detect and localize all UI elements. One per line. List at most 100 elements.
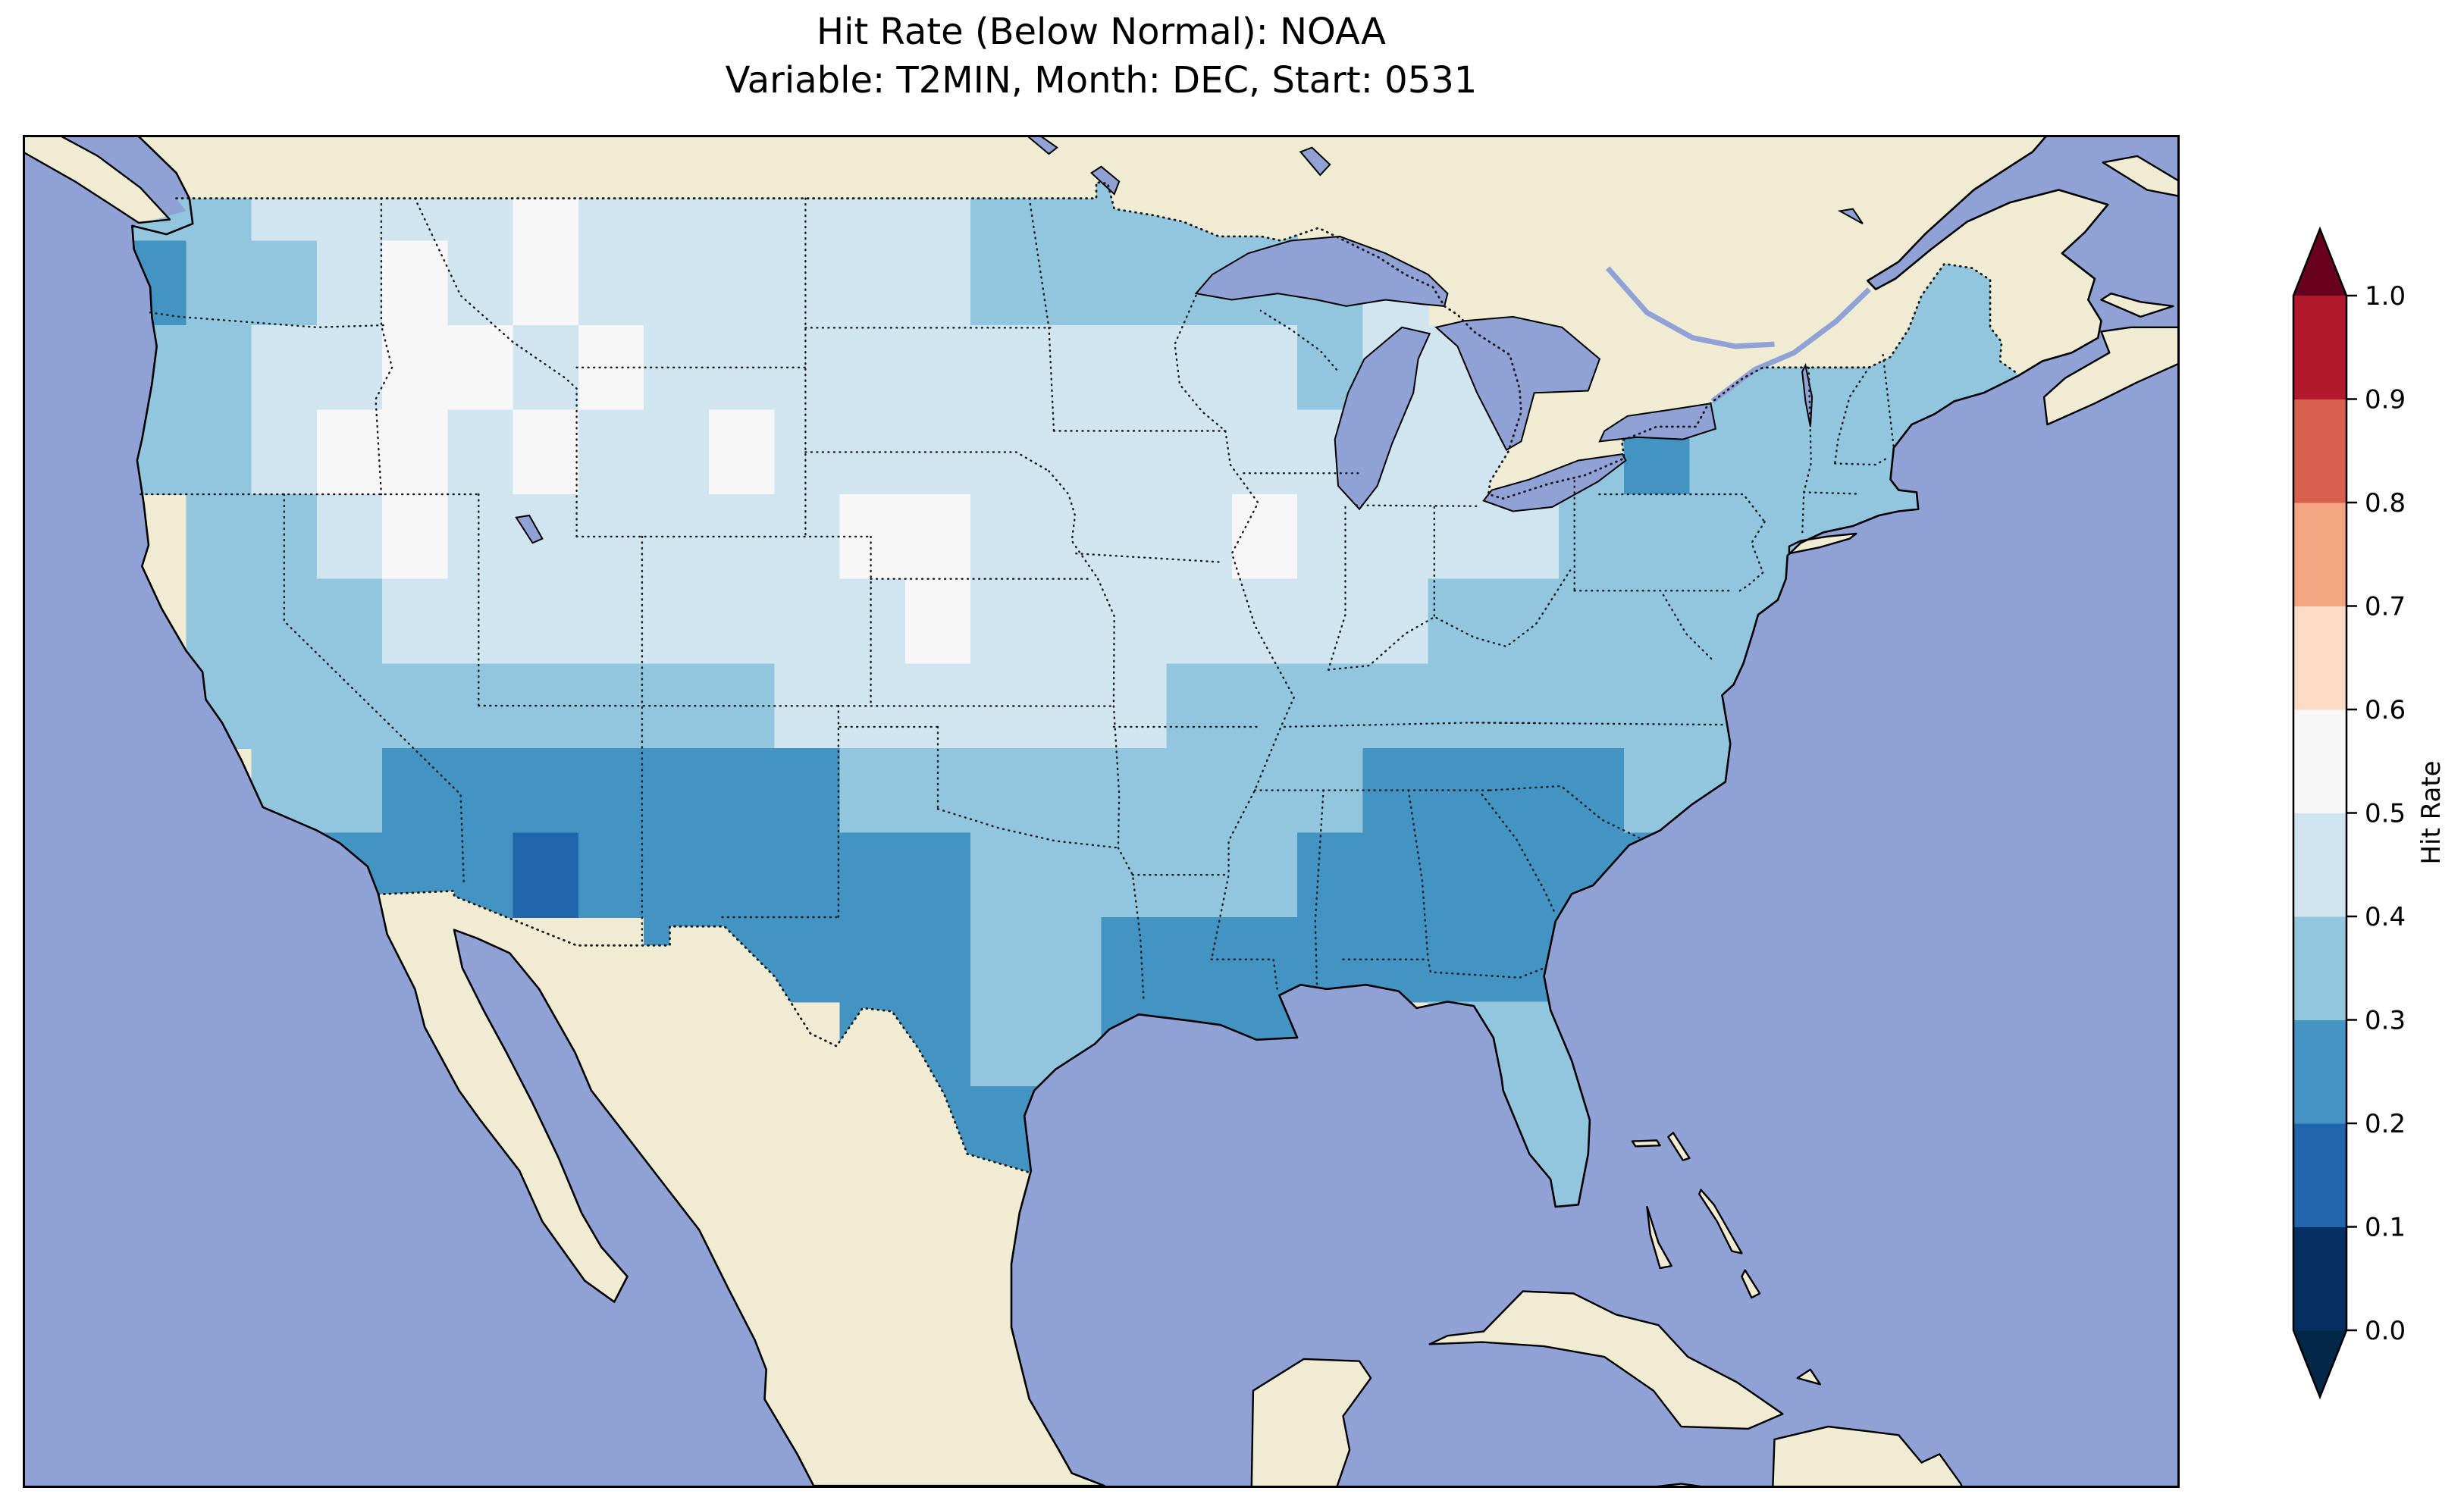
heat-cell [839, 578, 906, 665]
state-border [1075, 553, 1220, 563]
island-coastline [2102, 155, 2180, 198]
heat-cell [1428, 409, 1494, 496]
island [1741, 1270, 1760, 1298]
heat-cell [1428, 663, 1494, 749]
heat-cell [382, 663, 449, 749]
heat-cell [1036, 240, 1102, 327]
colorbar-tick-label: 0.0 [2365, 1316, 2406, 1346]
state-border [1117, 847, 1145, 1003]
state-border [1112, 705, 1121, 849]
island [23, 135, 170, 223]
heat-cell [970, 494, 1037, 580]
heat-cell [970, 917, 1037, 1003]
lake [1837, 208, 1864, 224]
heat-cell [317, 663, 384, 749]
heat-cell [904, 917, 972, 1003]
heat-cell [1231, 917, 1299, 1003]
heat-cell [774, 578, 841, 665]
heat-cell [774, 240, 841, 327]
heat-cell [1428, 578, 1494, 665]
heat-cell [774, 747, 841, 834]
heat-cell [1036, 409, 1102, 496]
lake [1801, 363, 1814, 428]
lake [1024, 135, 1058, 155]
heat-cell [1689, 494, 1756, 580]
country-border [377, 889, 1033, 1174]
colorbar: 1.0 0.9 0.8 0.7 0.6 0.5 0.4 0.3 0.2 0.1 0.0 Hit Rat… [2292, 226, 2447, 1400]
state-border [1314, 789, 1324, 988]
country-border [175, 180, 2019, 500]
heat-cell [382, 240, 449, 327]
coastline [131, 135, 2109, 1487]
heat-cell [904, 240, 972, 327]
island [2102, 155, 2180, 196]
island [1797, 1369, 1820, 1385]
heat-cell [904, 832, 972, 918]
heat-cell [904, 325, 972, 411]
heat-cell [1297, 663, 1364, 749]
heat-cell [644, 409, 710, 496]
heat-cell [251, 325, 318, 411]
state-border [1803, 491, 1861, 495]
state-border [1028, 197, 1055, 432]
state-border [1662, 594, 1715, 662]
heat-cell [1362, 663, 1429, 749]
heat-cell [774, 494, 841, 580]
island-coastline [1741, 1269, 1761, 1299]
heat-cell [513, 494, 579, 580]
island-coastline [1428, 1290, 1784, 1430]
heat-cell [970, 747, 1037, 834]
heat-cell [382, 747, 449, 834]
state-border [283, 493, 466, 887]
colorbar-over-arrow [2293, 229, 2346, 296]
island-coastline [1646, 1205, 1672, 1270]
lake [515, 514, 544, 544]
colorbar-segment [2293, 503, 2346, 606]
heat-cell [447, 494, 514, 580]
heat-cell [382, 409, 449, 496]
heat-cell [1428, 917, 1494, 1003]
island-coastline [1698, 1189, 1743, 1254]
heat-cell [1036, 494, 1102, 580]
colorbar-segment [2293, 399, 2346, 503]
heat-cell [1297, 832, 1364, 918]
heat-cell [447, 663, 514, 749]
heat-cell [1036, 325, 1102, 411]
heat-cell [1428, 494, 1494, 580]
heat-cell [1231, 663, 1299, 749]
heat-cell [251, 578, 318, 665]
heat-cell [186, 578, 252, 665]
heat-cell [1101, 663, 1168, 749]
island-coastline [1788, 532, 1857, 555]
island [1699, 1189, 1742, 1254]
borders-layer [140, 180, 2019, 1174]
heat-cell [1297, 494, 1364, 580]
heat-cell [251, 409, 318, 496]
heat-cell [317, 325, 384, 411]
state-border [804, 451, 1050, 472]
heat-cell [709, 578, 776, 665]
heat-cell [644, 578, 710, 665]
heat-cell [970, 325, 1037, 411]
heat-cell [970, 1001, 1037, 1088]
colorbar-tick-label: 0.1 [2365, 1213, 2406, 1243]
heat-cell [839, 747, 906, 834]
lake [1334, 326, 1431, 511]
colorbar-segment [2293, 916, 2346, 1020]
heat-cell [709, 832, 776, 918]
heat-cell [1101, 409, 1168, 496]
heat-cell [774, 325, 841, 411]
island-coastline [1796, 1368, 1821, 1386]
state-border [1834, 366, 1870, 465]
colorbar-tick-label: 0.9 [2365, 385, 2406, 415]
heat-cell [317, 578, 384, 665]
heat-cell [774, 917, 841, 1003]
heat-cell [382, 494, 449, 580]
state-border [1735, 521, 1766, 594]
island-coastline [1667, 1132, 1691, 1161]
colorbar-segment [2293, 1226, 2346, 1331]
state-border [1210, 958, 1279, 994]
heat-cell [1166, 747, 1233, 834]
title-line1: Hit Rate (Below Normal): NOAA [817, 11, 1386, 53]
